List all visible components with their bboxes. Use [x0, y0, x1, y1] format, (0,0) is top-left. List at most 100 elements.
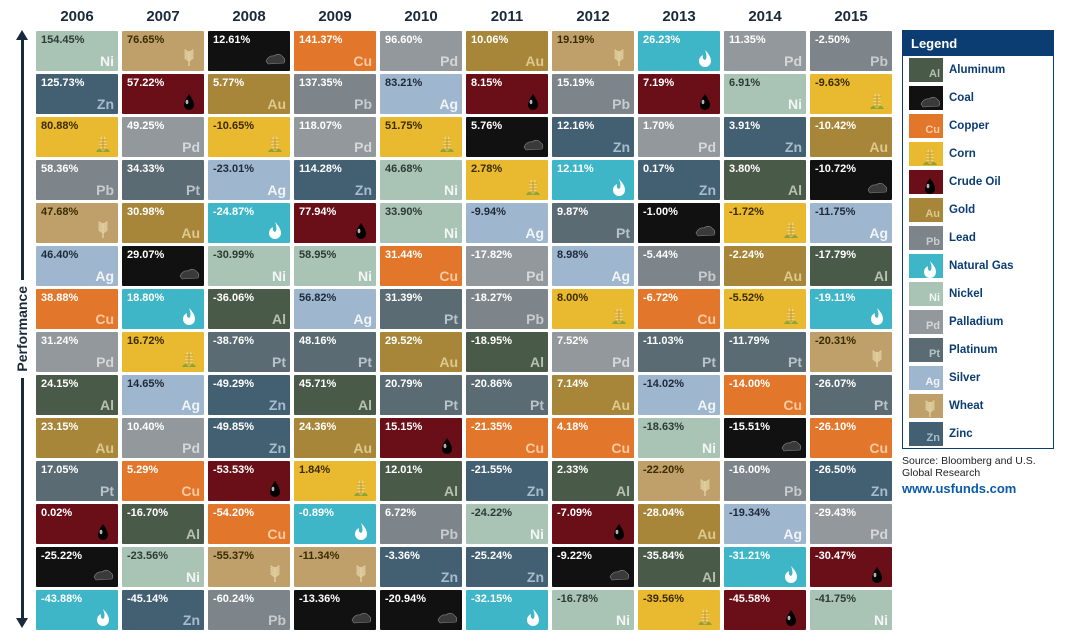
commodity-cell: -20.86%Pt [466, 375, 548, 415]
commodity-cell: -25.22% [36, 547, 118, 587]
commodity-cell: 47.68% [36, 203, 118, 243]
commodity-cell: -28.04%Au [638, 504, 720, 544]
return-value: -11.75% [815, 206, 855, 218]
return-value: -39.56% [643, 593, 684, 605]
arrow-down-icon [16, 618, 28, 628]
commodity-cell: 31.39%Pt [380, 289, 462, 329]
performance-axis: Performance [8, 8, 36, 630]
commodity-cell: 20.79%Pt [380, 375, 462, 415]
legend-label: Silver [949, 372, 980, 384]
return-value: -10.42% [815, 120, 856, 132]
commodity-cell: -18.95%Al [466, 332, 548, 372]
legend-label: Platinum [949, 344, 998, 356]
element-symbol: Pd [612, 354, 630, 370]
return-value: 83.21% [385, 77, 422, 89]
commodity-cell: -53.53% [208, 461, 290, 501]
year-header: 2012 [552, 8, 634, 28]
return-value: 15.15% [385, 421, 422, 433]
return-value: 125.73% [41, 77, 84, 89]
commodity-cell: -43.88% [36, 590, 118, 630]
commodity-cell: 51.75% [380, 117, 462, 157]
return-value: 31.24% [41, 335, 78, 347]
return-value: -16.78% [557, 593, 598, 605]
return-value: -1.00% [643, 206, 678, 218]
element-symbol: Pd [182, 139, 200, 155]
gas-icon [780, 565, 802, 583]
element-symbol: Cu [925, 124, 943, 138]
commodity-cell: 83.21%Ag [380, 74, 462, 114]
year-header: 2009 [294, 8, 376, 28]
return-value: 16.72% [127, 335, 164, 347]
oil-icon [694, 92, 716, 110]
commodity-cell: -54.20%Cu [208, 504, 290, 544]
element-symbol: Pb [784, 483, 802, 499]
return-value: 12.11% [557, 163, 594, 175]
wheat-icon [608, 49, 630, 67]
return-value: 7.14% [557, 378, 588, 390]
element-symbol: Cu [95, 311, 114, 327]
commodity-cell: 12.11% [552, 160, 634, 200]
return-value: -9.63% [815, 77, 850, 89]
element-symbol: Zn [183, 612, 200, 628]
element-symbol: Cu [525, 440, 544, 456]
element-symbol: Au [869, 139, 888, 155]
arrow-up-icon [16, 30, 28, 40]
commodity-cell: -30.99%Ni [208, 246, 290, 286]
element-symbol: Au [267, 96, 286, 112]
commodity-cell: 11.35%Pd [724, 31, 806, 71]
commodity-cell: 0.02% [36, 504, 118, 544]
return-value: -19.11% [815, 292, 855, 304]
element-symbol: Zn [97, 96, 114, 112]
commodity-cell: -60.24%Pb [208, 590, 290, 630]
oil-icon [178, 92, 200, 110]
commodity-cell: -26.50%Zn [810, 461, 892, 501]
element-symbol: Pt [272, 354, 286, 370]
commodity-cell: -26.10%Cu [810, 418, 892, 458]
return-value: -28.04% [643, 507, 684, 519]
legend-label: Natural Gas [949, 260, 1014, 272]
element-symbol: Al [874, 268, 888, 284]
element-symbol: Zn [699, 182, 716, 198]
commodity-cell: 3.80%Al [724, 160, 806, 200]
commodity-cell: -17.82%Pd [466, 246, 548, 286]
return-value: -54.20% [213, 507, 254, 519]
element-symbol: Ni [100, 53, 114, 69]
element-symbol: Au [353, 440, 372, 456]
commodity-cell: -36.06%Al [208, 289, 290, 329]
return-value: -29.43% [815, 507, 856, 519]
commodity-cell: 30.98%Au [122, 203, 204, 243]
element-symbol: Zn [355, 182, 372, 198]
return-value: 114.28% [299, 163, 342, 175]
commodity-cell: -15.51% [724, 418, 806, 458]
legend-swatch [909, 254, 943, 278]
element-symbol: Pb [698, 268, 716, 284]
commodity-cell: -10.65% [208, 117, 290, 157]
element-symbol: Ag [181, 397, 200, 413]
element-symbol: Pb [96, 182, 114, 198]
legend-row: AuGold [903, 196, 1053, 224]
return-value: 29.07% [127, 249, 164, 261]
return-value: 38.88% [41, 292, 78, 304]
return-value: 9.87% [557, 206, 588, 218]
return-value: -23.01% [213, 163, 254, 175]
oil-icon [350, 221, 372, 239]
commodity-cell: -20.94% [380, 590, 462, 630]
element-symbol: Pd [784, 53, 802, 69]
oil-icon [780, 608, 802, 626]
return-value: -7.09% [557, 507, 592, 519]
element-symbol: Au [525, 53, 544, 69]
element-symbol: Cu [611, 440, 630, 456]
legend-title: Legend [903, 31, 1053, 56]
element-symbol: Pt [358, 354, 372, 370]
commodity-cell: -1.00% [638, 203, 720, 243]
commodity-cell: -16.78%Ni [552, 590, 634, 630]
element-symbol: Ag [95, 268, 114, 284]
return-value: 30.98% [127, 206, 164, 218]
return-value: 8.98% [557, 249, 588, 261]
commodity-cell: -20.31% [810, 332, 892, 372]
element-symbol: Au [783, 268, 802, 284]
return-value: -20.86% [471, 378, 512, 390]
return-value: 8.15% [471, 77, 502, 89]
return-value: 3.80% [729, 163, 760, 175]
element-symbol: Pd [182, 440, 200, 456]
